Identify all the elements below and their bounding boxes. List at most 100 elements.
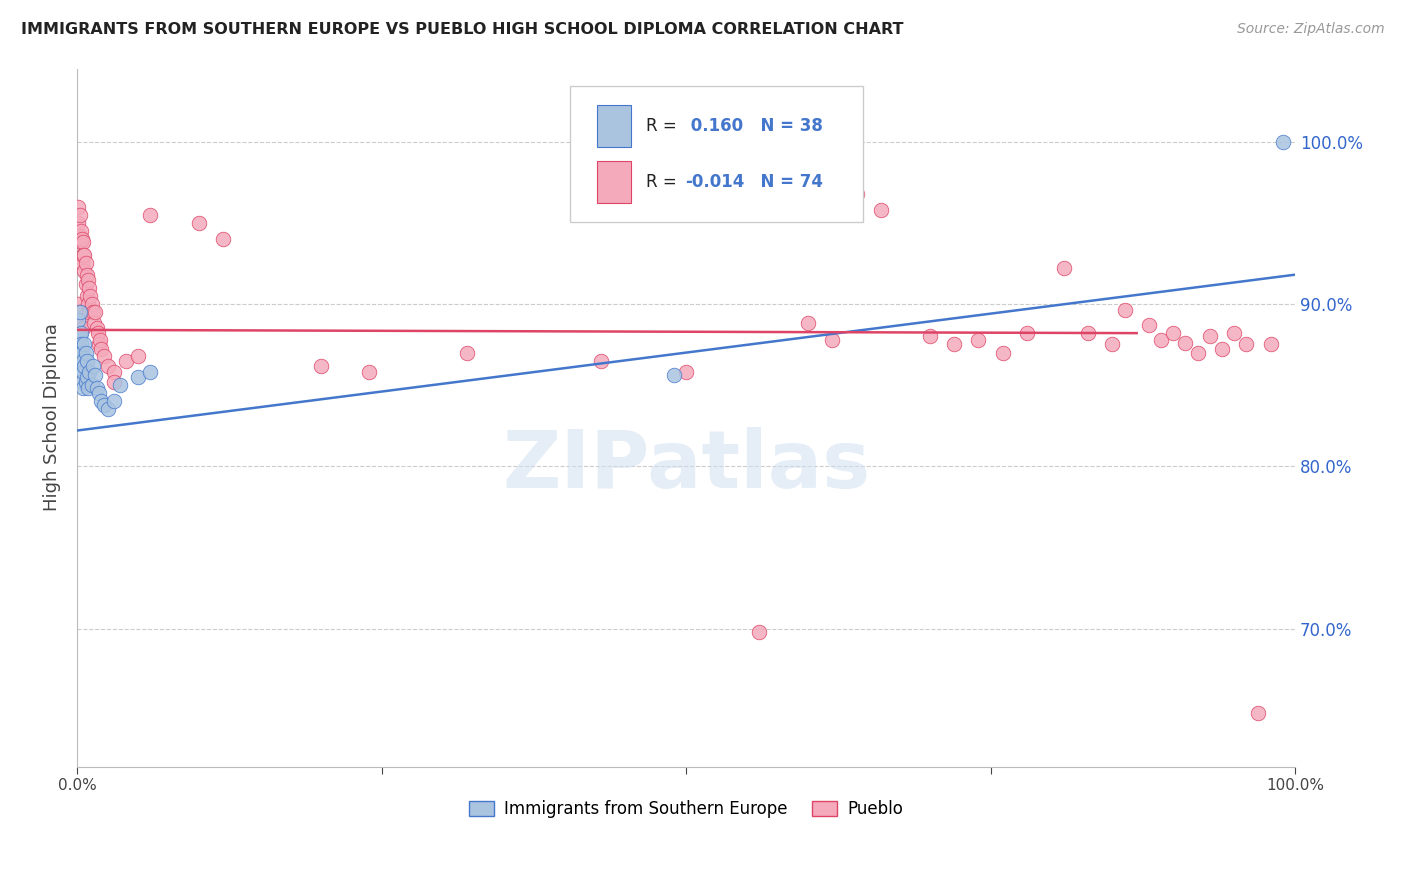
Point bbox=[75, 345, 97, 359]
Point bbox=[139, 365, 162, 379]
Point bbox=[96, 402, 118, 417]
Point bbox=[73, 359, 96, 373]
Point bbox=[1211, 343, 1233, 357]
Point bbox=[89, 333, 111, 347]
Point bbox=[72, 353, 94, 368]
Point bbox=[69, 208, 91, 222]
Point bbox=[73, 337, 96, 351]
Point bbox=[67, 200, 90, 214]
Point bbox=[69, 305, 91, 319]
Point bbox=[87, 326, 110, 340]
Point bbox=[77, 297, 100, 311]
Text: -0.014: -0.014 bbox=[685, 173, 744, 191]
Point bbox=[67, 232, 90, 246]
Point bbox=[90, 343, 112, 357]
Point bbox=[675, 365, 697, 379]
Text: 0.160: 0.160 bbox=[685, 117, 742, 135]
Point bbox=[69, 313, 91, 327]
Point bbox=[73, 248, 96, 262]
Point bbox=[67, 337, 90, 351]
Point bbox=[1223, 326, 1246, 340]
Point bbox=[127, 370, 149, 384]
Point bbox=[69, 345, 91, 359]
Point bbox=[93, 398, 115, 412]
Point bbox=[72, 381, 94, 395]
Point bbox=[72, 235, 94, 250]
Point bbox=[1015, 326, 1038, 340]
Point bbox=[127, 349, 149, 363]
Text: Source: ZipAtlas.com: Source: ZipAtlas.com bbox=[1237, 22, 1385, 37]
Point bbox=[1052, 261, 1074, 276]
Point bbox=[75, 256, 97, 270]
Point bbox=[69, 326, 91, 340]
Point bbox=[967, 333, 990, 347]
Point bbox=[80, 378, 103, 392]
Point bbox=[1271, 135, 1294, 149]
Point bbox=[76, 353, 98, 368]
Point bbox=[72, 248, 94, 262]
Point bbox=[1137, 318, 1160, 332]
Point bbox=[77, 281, 100, 295]
Point bbox=[821, 333, 844, 347]
Point bbox=[187, 216, 209, 230]
Point bbox=[69, 353, 91, 368]
Point bbox=[1077, 326, 1099, 340]
Point bbox=[67, 216, 90, 230]
Point bbox=[1114, 303, 1136, 318]
Point bbox=[662, 368, 685, 383]
Point bbox=[84, 305, 107, 319]
Point bbox=[67, 297, 90, 311]
Point bbox=[69, 337, 91, 351]
Point bbox=[76, 289, 98, 303]
Point bbox=[77, 381, 100, 395]
Point bbox=[69, 235, 91, 250]
Y-axis label: High School Diploma: High School Diploma bbox=[44, 324, 60, 511]
Point bbox=[80, 297, 103, 311]
Point bbox=[67, 329, 90, 343]
Point bbox=[86, 321, 108, 335]
Point bbox=[84, 368, 107, 383]
FancyBboxPatch shape bbox=[571, 86, 863, 222]
Text: ZIPatlas: ZIPatlas bbox=[502, 427, 870, 506]
Point bbox=[82, 305, 104, 319]
Point bbox=[69, 228, 91, 243]
Point bbox=[90, 394, 112, 409]
Point bbox=[103, 394, 125, 409]
Point bbox=[1174, 335, 1197, 350]
Point bbox=[77, 365, 100, 379]
Point bbox=[309, 359, 332, 373]
Point bbox=[69, 329, 91, 343]
Point bbox=[1161, 326, 1184, 340]
Point bbox=[69, 224, 91, 238]
Point bbox=[1234, 337, 1257, 351]
Point bbox=[991, 345, 1014, 359]
Point bbox=[103, 375, 125, 389]
Point bbox=[76, 268, 98, 282]
Point bbox=[93, 349, 115, 363]
Point bbox=[748, 624, 770, 639]
Point bbox=[1247, 706, 1270, 720]
Text: IMMIGRANTS FROM SOUTHERN EUROPE VS PUEBLO HIGH SCHOOL DIPLOMA CORRELATION CHART: IMMIGRANTS FROM SOUTHERN EUROPE VS PUEBL… bbox=[21, 22, 904, 37]
Point bbox=[918, 329, 941, 343]
Point bbox=[72, 365, 94, 379]
Point bbox=[87, 337, 110, 351]
Point bbox=[139, 208, 162, 222]
Point bbox=[870, 202, 893, 217]
Point bbox=[1198, 329, 1220, 343]
Point bbox=[456, 345, 478, 359]
Point bbox=[70, 232, 93, 246]
Point bbox=[70, 375, 93, 389]
Bar bbox=[598, 161, 631, 203]
Point bbox=[77, 272, 100, 286]
Point bbox=[86, 381, 108, 395]
Point bbox=[943, 337, 966, 351]
Point bbox=[87, 386, 110, 401]
Point bbox=[79, 289, 101, 303]
Point bbox=[76, 370, 98, 384]
Bar bbox=[598, 105, 631, 147]
Point bbox=[73, 264, 96, 278]
Point bbox=[96, 359, 118, 373]
Point bbox=[75, 375, 97, 389]
Point bbox=[70, 256, 93, 270]
Point bbox=[1101, 337, 1123, 351]
